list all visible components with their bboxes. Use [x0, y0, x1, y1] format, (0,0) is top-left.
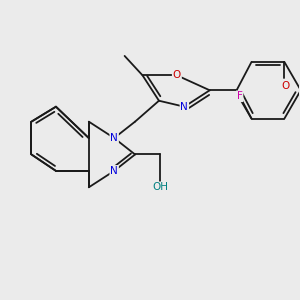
Text: O: O [173, 70, 181, 80]
Text: N: N [110, 166, 118, 176]
Text: O: O [282, 81, 290, 91]
Text: N: N [181, 102, 188, 112]
Text: N: N [110, 133, 118, 143]
Text: OH: OH [152, 182, 169, 192]
Text: F: F [237, 91, 242, 101]
